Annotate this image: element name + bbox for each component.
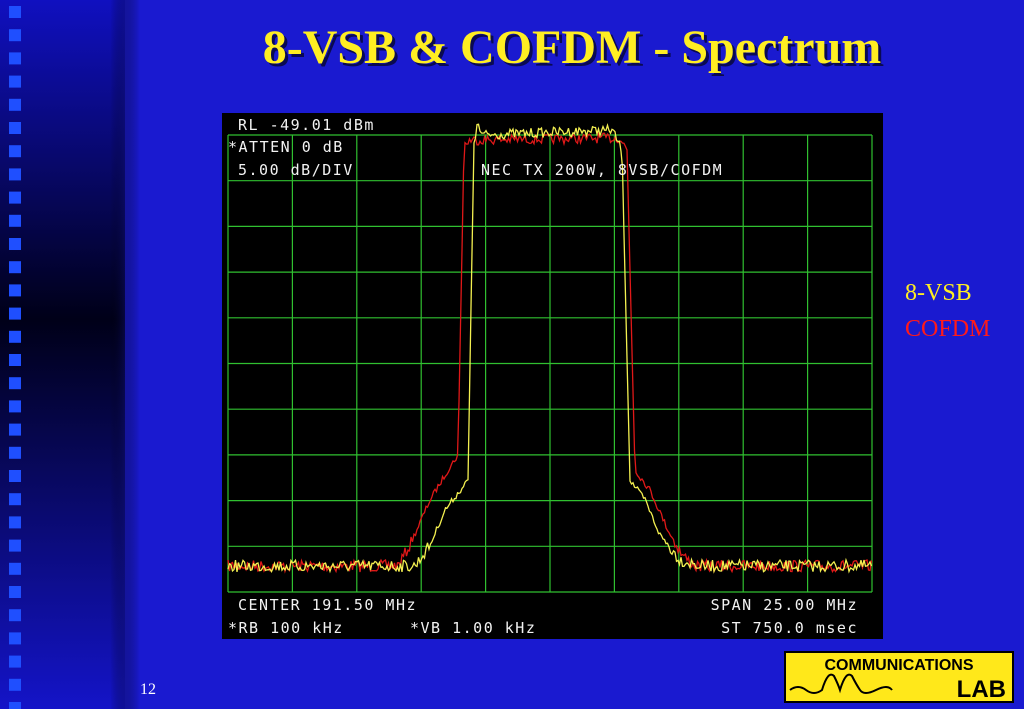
bullet-square [9, 423, 21, 436]
bullet-square [9, 609, 21, 622]
bullet-square [9, 98, 21, 111]
bullet-square [9, 377, 21, 390]
screen-text: SPAN 25.00 MHz [711, 596, 858, 614]
screen-text: 5.00 dB/DIV [238, 161, 354, 179]
grid [227, 134, 873, 593]
logo-box [784, 651, 1014, 703]
bullet-square [9, 122, 21, 134]
legend-cofdm: COFDM [905, 316, 990, 342]
analyzer-screen [222, 113, 883, 639]
bullet-square [9, 400, 21, 413]
bullet-square [9, 330, 21, 343]
bullet-square [9, 75, 21, 88]
bullet-square [9, 6, 21, 18]
screen-text: *ATTEN 0 dB [228, 138, 344, 156]
logo: COMMUNICATIONS LAB [784, 651, 1014, 703]
slide-title: 8-VSB & COFDM - Spectrum [263, 21, 882, 74]
vsb-trace [227, 122, 873, 574]
screen-text: CENTER 191.50 MHz [238, 596, 417, 614]
bullet-square [9, 238, 21, 250]
bullet-square [9, 191, 21, 204]
screen-text: *RB 100 kHz [228, 619, 344, 637]
band-fade [110, 0, 140, 709]
bullet-square [9, 516, 21, 529]
bullet-square [9, 586, 21, 598]
bullet-square [9, 655, 21, 668]
screen-text: ST 750.0 msec [721, 619, 858, 637]
bullet-square [9, 52, 21, 65]
bullet-square [9, 470, 21, 482]
screen-text: RL -49.01 dBm [238, 116, 375, 134]
bullet-square [9, 354, 21, 366]
title-shadow: 8-VSB & COFDM - Spectrum [266, 24, 885, 77]
bullet-square [9, 702, 21, 709]
screen-text: *VB 1.00 kHz [410, 619, 536, 637]
logo-wave [789, 673, 893, 694]
logo-top: COMMUNICATIONS [824, 657, 973, 674]
bullet-square [9, 145, 21, 158]
logo-bottom: LAB [957, 676, 1006, 703]
bullet-square [9, 493, 21, 506]
bullet-square [9, 284, 21, 297]
bullet-square [9, 307, 21, 320]
bullet-square [9, 261, 21, 274]
bullet-square [9, 632, 21, 645]
page-number: 12 [140, 681, 156, 698]
bullet-square [9, 214, 21, 227]
bullet-square [9, 168, 21, 181]
screen-text: NEC TX 200W, 8VSB/COFDM [481, 161, 723, 179]
bullet-square [9, 29, 21, 42]
square-column [9, 6, 21, 709]
bullet-square [9, 562, 21, 575]
bullet-square [9, 539, 21, 552]
bullet-square [9, 446, 21, 459]
legend-vsb: 8-VSB [905, 280, 972, 306]
bullet-square [9, 678, 21, 691]
